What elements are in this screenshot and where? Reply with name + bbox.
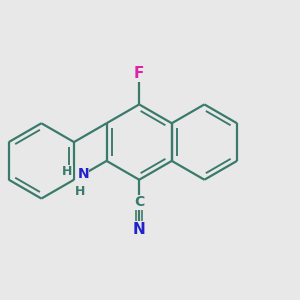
Text: C: C [134,195,144,209]
Text: F: F [134,66,144,81]
Text: N: N [133,222,146,237]
Text: H: H [75,185,85,198]
Text: N: N [77,167,89,182]
Text: H: H [62,165,73,178]
